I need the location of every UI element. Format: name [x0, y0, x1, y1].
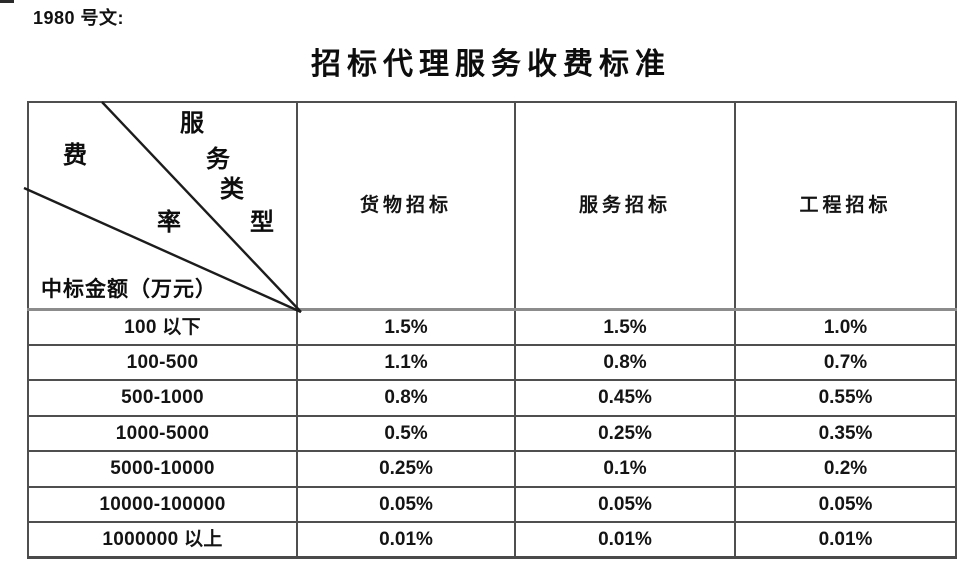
- column-header-services: 服务招标: [514, 101, 736, 311]
- table-row: 1000000 以上 0.01% 0.01% 0.01%: [27, 521, 957, 559]
- screen-edge-artifact: [0, 0, 14, 3]
- amount-range-cell: 500-1000: [27, 379, 298, 417]
- corner-label-rate-char-1: 费: [63, 143, 87, 169]
- rate-cell-engineering: 0.35%: [734, 414, 957, 452]
- table-row: 5000-10000 0.25% 0.1% 0.2%: [27, 450, 957, 488]
- rate-cell-goods: 0.01%: [296, 521, 516, 559]
- amount-range-cell: 1000-5000: [27, 414, 298, 452]
- rate-cell-engineering: 0.2%: [734, 450, 957, 488]
- column-header-engineering: 工程招标: [734, 101, 957, 311]
- rate-cell-engineering: 0.05%: [734, 485, 957, 523]
- rate-cell-goods: 1.5%: [296, 308, 516, 346]
- amount-range-cell: 100 以下: [27, 308, 298, 346]
- amount-range-cell: 100-500: [27, 343, 298, 381]
- fee-standard-table: 服 务 类 型 费 率 中标金额（万元） 货物招标 服务招标 工程招标 100 …: [23, 101, 957, 559]
- table-row: 100 以下 1.5% 1.5% 1.0%: [27, 308, 957, 346]
- document-ref-label: 1980 号文:: [33, 8, 125, 28]
- diagonal-line-upper: [101, 101, 302, 313]
- amount-range-cell: 10000-100000: [27, 485, 298, 523]
- rate-cell-services: 0.05%: [514, 485, 736, 523]
- corner-label-service-char-1: 服: [180, 111, 204, 137]
- amount-range-cell: 1000000 以上: [27, 521, 298, 559]
- diagonal-split-header-cell: 服 务 类 型 费 率 中标金额（万元）: [23, 101, 302, 314]
- table-row: 500-1000 0.8% 0.45% 0.55%: [27, 379, 957, 417]
- corner-label-rate-char-2: 率: [157, 210, 181, 236]
- rate-cell-goods: 0.5%: [296, 414, 516, 452]
- column-header-goods: 货物招标: [296, 101, 516, 311]
- rate-cell-goods: 0.8%: [296, 379, 516, 417]
- rate-cell-services: 0.45%: [514, 379, 736, 417]
- rate-cell-services: 0.1%: [514, 450, 736, 488]
- rate-cell-engineering: 0.55%: [734, 379, 957, 417]
- rate-cell-services: 1.5%: [514, 308, 736, 346]
- corner-label-service-char-2: 务: [206, 147, 230, 173]
- rate-cell-services: 0.01%: [514, 521, 736, 559]
- rate-cell-services: 0.8%: [514, 343, 736, 381]
- diagonal-lines-graphic: [23, 101, 302, 314]
- page-title: 招标代理服务收费标准: [311, 48, 671, 81]
- corner-label-service-char-3: 类: [220, 177, 244, 203]
- table-row: 10000-100000 0.05% 0.05% 0.05%: [27, 485, 957, 523]
- table-row: 1000-5000 0.5% 0.25% 0.35%: [27, 414, 957, 452]
- table-row: 100-500 1.1% 0.8% 0.7%: [27, 343, 957, 381]
- rate-cell-goods: 1.1%: [296, 343, 516, 381]
- corner-label-service-char-4: 型: [250, 210, 274, 236]
- rate-cell-services: 0.25%: [514, 414, 736, 452]
- table-header-row: 服 务 类 型 费 率 中标金额（万元） 货物招标 服务招标 工程招标: [23, 101, 957, 314]
- amount-axis-label: 中标金额（万元）: [41, 276, 217, 301]
- rate-cell-engineering: 0.7%: [734, 343, 957, 381]
- rate-cell-goods: 0.05%: [296, 485, 516, 523]
- amount-range-cell: 5000-10000: [27, 450, 298, 488]
- diagonal-line-lower: [23, 186, 302, 314]
- rate-cell-engineering: 0.01%: [734, 521, 957, 559]
- rate-cell-goods: 0.25%: [296, 450, 516, 488]
- rate-cell-engineering: 1.0%: [734, 308, 957, 346]
